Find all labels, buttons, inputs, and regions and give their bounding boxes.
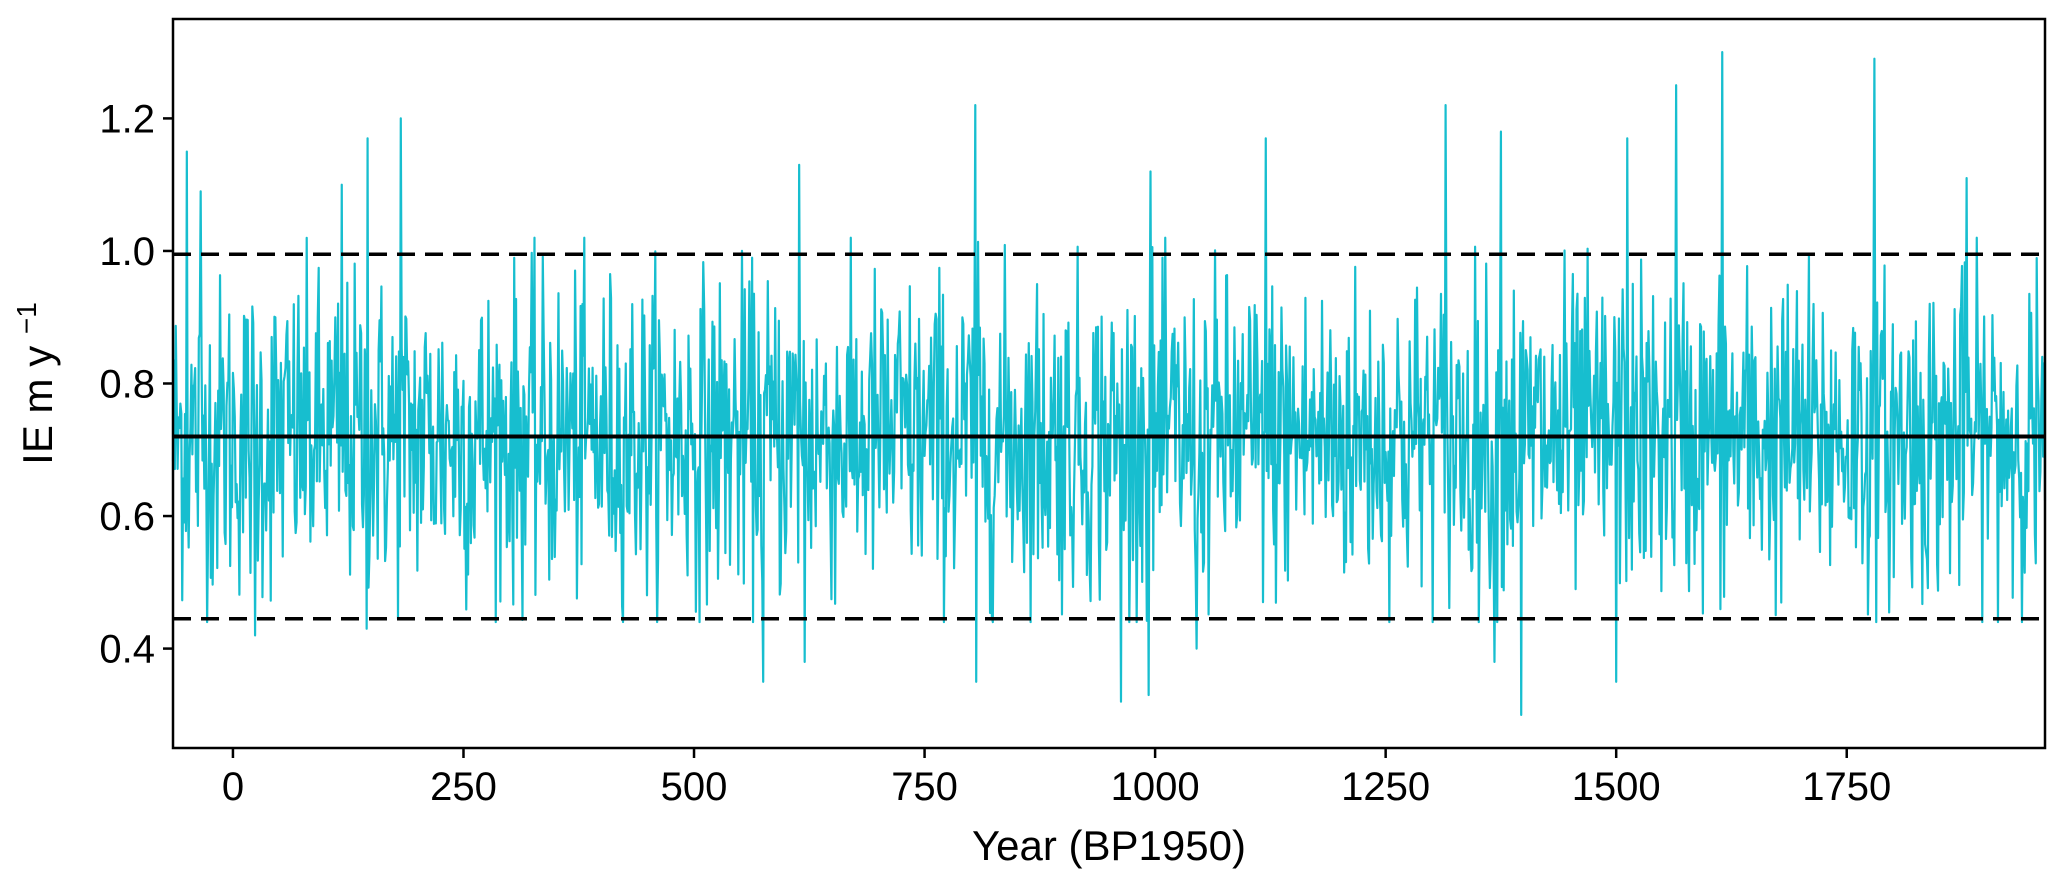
x-tick-label: 1750 (1802, 765, 1891, 809)
x-tick-label: 1500 (1572, 765, 1661, 809)
y-tick-label: 0.4 (99, 628, 155, 672)
x-tick-label: 1000 (1111, 765, 1200, 809)
y-axis-label-superscript: −1 (11, 302, 42, 334)
y-axis: 0.4 0.6 0.8 1.0 1.2 (99, 97, 173, 672)
x-tick-label: 0 (222, 765, 244, 809)
y-tick-label: 1.0 (99, 230, 155, 274)
series-line (171, 51, 2047, 716)
y-tick-label: 0.6 (99, 495, 155, 539)
y-axis-label: IE m y −1 (11, 302, 61, 465)
y-tick-label: 1.2 (99, 97, 155, 141)
x-tick-label: 1250 (1341, 765, 1430, 809)
plot-area (171, 51, 2047, 716)
x-axis-label: Year (BP1950) (972, 822, 1246, 869)
x-tick-label: 750 (891, 765, 958, 809)
reference-lines (173, 252, 2045, 621)
x-tick-label: 500 (661, 765, 728, 809)
y-tick-label: 0.8 (99, 363, 155, 407)
x-tick-label: 250 (430, 765, 497, 809)
y-axis-label-text: IE m y (14, 346, 61, 465)
x-axis: 0 250 500 750 1000 1250 1500 1750 (222, 748, 1891, 809)
